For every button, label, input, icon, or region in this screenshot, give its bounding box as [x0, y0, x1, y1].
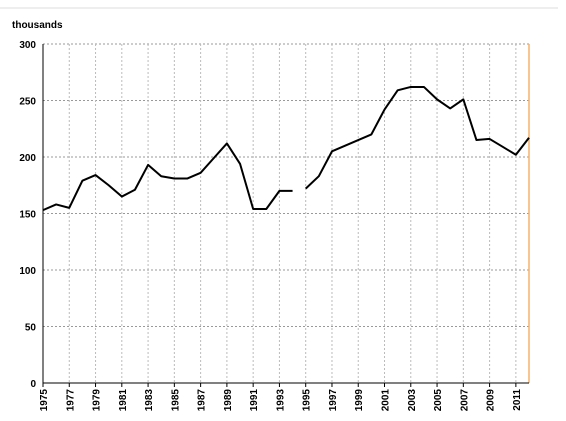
x-tick-label: 1979	[92, 389, 103, 412]
y-tick-label: 100	[19, 266, 36, 277]
y-tick-label: 300	[19, 40, 36, 51]
x-tick-label: 1987	[197, 389, 208, 412]
x-tick-label: 1999	[354, 389, 365, 412]
x-tick-label: 1977	[65, 389, 76, 412]
x-tick-label: 2011	[512, 389, 523, 411]
y-tick-label: 0	[30, 379, 36, 390]
data-line	[42, 142, 293, 212]
x-tick-label: 1997	[328, 389, 339, 412]
x-tick-label: 1981	[118, 389, 129, 412]
y-tick-label: 150	[19, 210, 36, 221]
x-tick-label: 1975	[39, 389, 50, 412]
y-axis-label: thousands	[12, 20, 63, 31]
y-tick-label: 250	[19, 97, 36, 108]
x-tick-label: 1991	[249, 389, 260, 412]
x-tick-label: 2001	[381, 389, 392, 412]
data-line	[305, 85, 530, 190]
x-tick-label: 2005	[433, 389, 444, 412]
x-tick-label: 1989	[223, 389, 234, 412]
y-tick-label: 50	[25, 323, 37, 334]
x-tick-label: 1993	[275, 389, 286, 412]
x-tick-label: 2003	[407, 389, 418, 412]
x-tick-label: 2009	[486, 389, 497, 412]
x-tick-label: 1995	[302, 389, 313, 412]
x-tick-label: 1985	[170, 389, 181, 412]
y-tick-label: 200	[19, 153, 36, 164]
x-tick-label: 2007	[459, 389, 470, 412]
x-tick-label: 1983	[144, 389, 155, 412]
